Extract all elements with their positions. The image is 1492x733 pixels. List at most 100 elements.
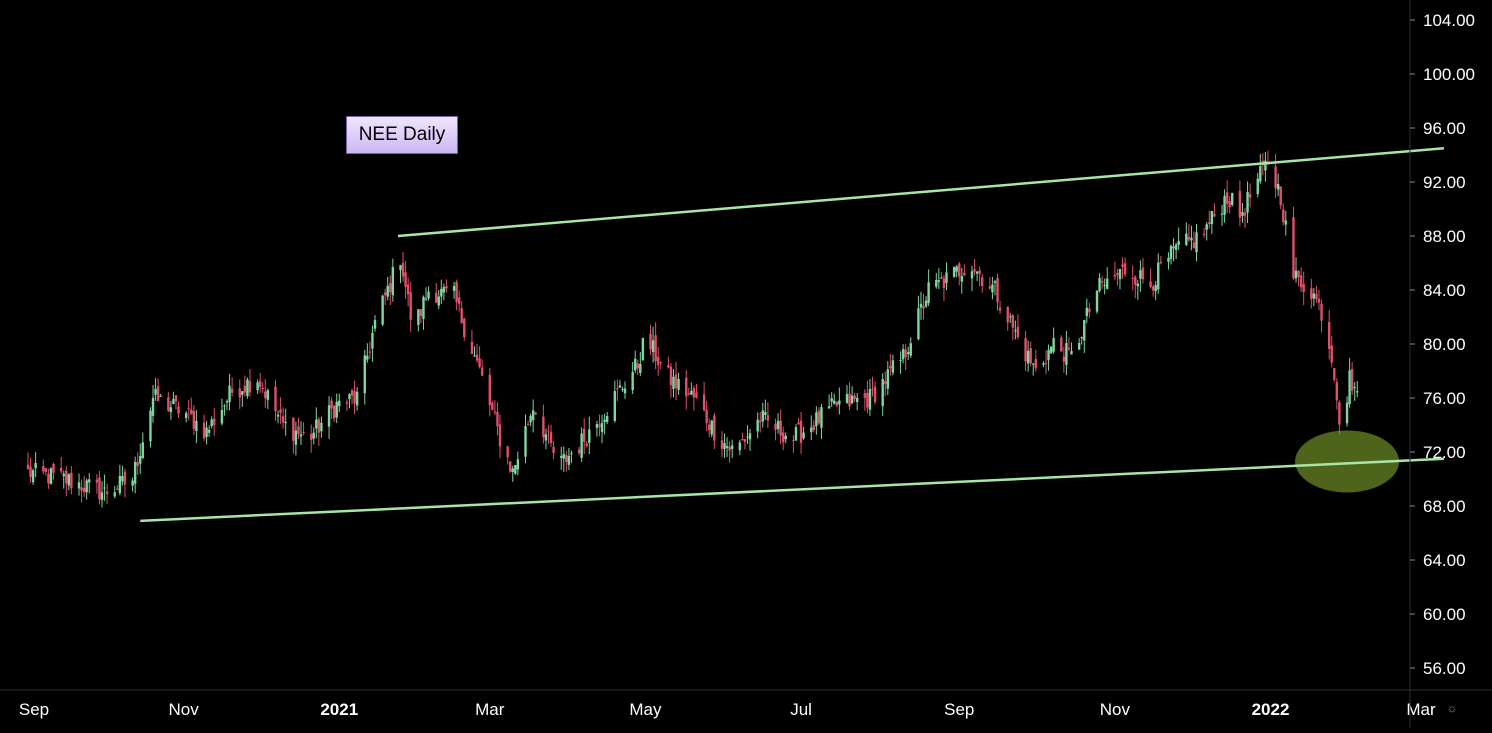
candle-body bbox=[993, 281, 997, 283]
candle-body bbox=[623, 388, 627, 394]
candle-body bbox=[815, 412, 818, 427]
x-tick-label: Sep bbox=[944, 700, 974, 719]
candle-body bbox=[210, 419, 213, 427]
candle-body bbox=[463, 318, 466, 338]
chart-title: NEE Daily bbox=[346, 116, 458, 154]
candle-body bbox=[1333, 368, 1336, 380]
settings-gear-icon[interactable]: ☼ bbox=[1446, 701, 1458, 715]
candle-body bbox=[383, 292, 387, 296]
candle-body bbox=[1312, 293, 1316, 299]
candle-body bbox=[498, 424, 502, 447]
candle-body bbox=[258, 380, 262, 388]
candle-body bbox=[49, 468, 53, 484]
x-tick-label: Sep bbox=[19, 700, 49, 719]
candle-body bbox=[1174, 244, 1178, 250]
candle-body bbox=[1052, 338, 1055, 352]
candle-body bbox=[937, 280, 941, 282]
candle-body bbox=[1292, 217, 1295, 279]
candle-body bbox=[988, 286, 992, 289]
candle-body bbox=[1116, 272, 1119, 276]
candle-body bbox=[891, 360, 895, 373]
candle-body bbox=[62, 473, 65, 477]
candle-body bbox=[570, 453, 573, 455]
candle-body bbox=[455, 281, 458, 303]
candle-body bbox=[708, 424, 711, 431]
candle-body bbox=[958, 263, 961, 277]
candle-body bbox=[1348, 370, 1351, 405]
candle-body bbox=[588, 429, 591, 443]
candle-body bbox=[901, 349, 905, 360]
candle-body bbox=[677, 378, 680, 390]
candle-body bbox=[621, 389, 624, 391]
candle-body bbox=[95, 479, 99, 483]
candle-body bbox=[705, 409, 708, 424]
candle-body bbox=[562, 453, 565, 459]
candle-body bbox=[978, 270, 981, 274]
candle-body bbox=[1259, 166, 1262, 182]
y-tick-label: 68.00 bbox=[1423, 497, 1466, 516]
candle-body bbox=[26, 464, 30, 469]
candle-body bbox=[728, 446, 731, 451]
candle-body bbox=[261, 387, 264, 389]
candle-body bbox=[667, 364, 670, 368]
candle-body bbox=[848, 393, 851, 407]
candle-body bbox=[1195, 232, 1198, 253]
candle-body bbox=[473, 355, 476, 357]
y-axis: 104.00 100.00 96.00 92.00 88.00 84.00 80.00 76.… bbox=[1409, 0, 1475, 728]
candle-body bbox=[766, 415, 770, 421]
candle-body bbox=[600, 422, 604, 433]
candle-body bbox=[534, 412, 537, 415]
candle-body bbox=[187, 407, 190, 409]
candle-body bbox=[437, 296, 440, 306]
y-tick-label: 60.00 bbox=[1423, 605, 1466, 624]
candle-body bbox=[802, 432, 805, 439]
candle-body bbox=[427, 291, 430, 299]
candle-body bbox=[547, 430, 550, 432]
candle-body bbox=[1067, 347, 1071, 350]
candle-body bbox=[1070, 351, 1073, 355]
candle-body bbox=[710, 420, 713, 435]
candle-body bbox=[1024, 337, 1027, 362]
candle-body bbox=[401, 262, 405, 277]
candle-body bbox=[838, 400, 841, 405]
candle-body bbox=[276, 414, 280, 417]
candle-body bbox=[241, 391, 244, 395]
candle-body bbox=[350, 390, 354, 396]
candle-body bbox=[440, 288, 443, 297]
candle-body bbox=[1169, 245, 1173, 259]
candle-body bbox=[1141, 267, 1145, 280]
candle-body bbox=[738, 442, 742, 451]
candle-body bbox=[1284, 220, 1288, 225]
candle-body bbox=[1121, 264, 1124, 267]
candle-body bbox=[320, 422, 323, 432]
candle-body bbox=[511, 468, 514, 472]
candle-body bbox=[756, 419, 759, 432]
candle-body bbox=[981, 277, 984, 286]
y-tick-label: 104.00 bbox=[1423, 11, 1475, 30]
candle-body bbox=[496, 411, 499, 427]
candle-body bbox=[899, 360, 902, 362]
candle-body bbox=[312, 432, 315, 439]
candle-body bbox=[1302, 283, 1305, 292]
candle-body bbox=[1009, 316, 1012, 318]
candle-body bbox=[274, 386, 277, 412]
candle-body bbox=[205, 427, 208, 437]
candle-body bbox=[279, 409, 282, 413]
x-tick-label: Mar bbox=[1406, 700, 1436, 719]
candle-body bbox=[618, 385, 622, 388]
candle-body bbox=[1297, 271, 1300, 278]
candle-body bbox=[409, 292, 412, 320]
candle-body bbox=[480, 367, 484, 376]
candle-body bbox=[1131, 278, 1134, 280]
candle-body bbox=[909, 343, 912, 356]
candle-body bbox=[723, 443, 726, 449]
candle-body bbox=[225, 401, 229, 403]
candle-body bbox=[1317, 298, 1321, 303]
candle-body bbox=[761, 410, 764, 422]
candle-body bbox=[616, 388, 619, 390]
candle-body bbox=[195, 420, 198, 431]
candle-body bbox=[1113, 274, 1117, 277]
candle-body bbox=[702, 394, 706, 411]
